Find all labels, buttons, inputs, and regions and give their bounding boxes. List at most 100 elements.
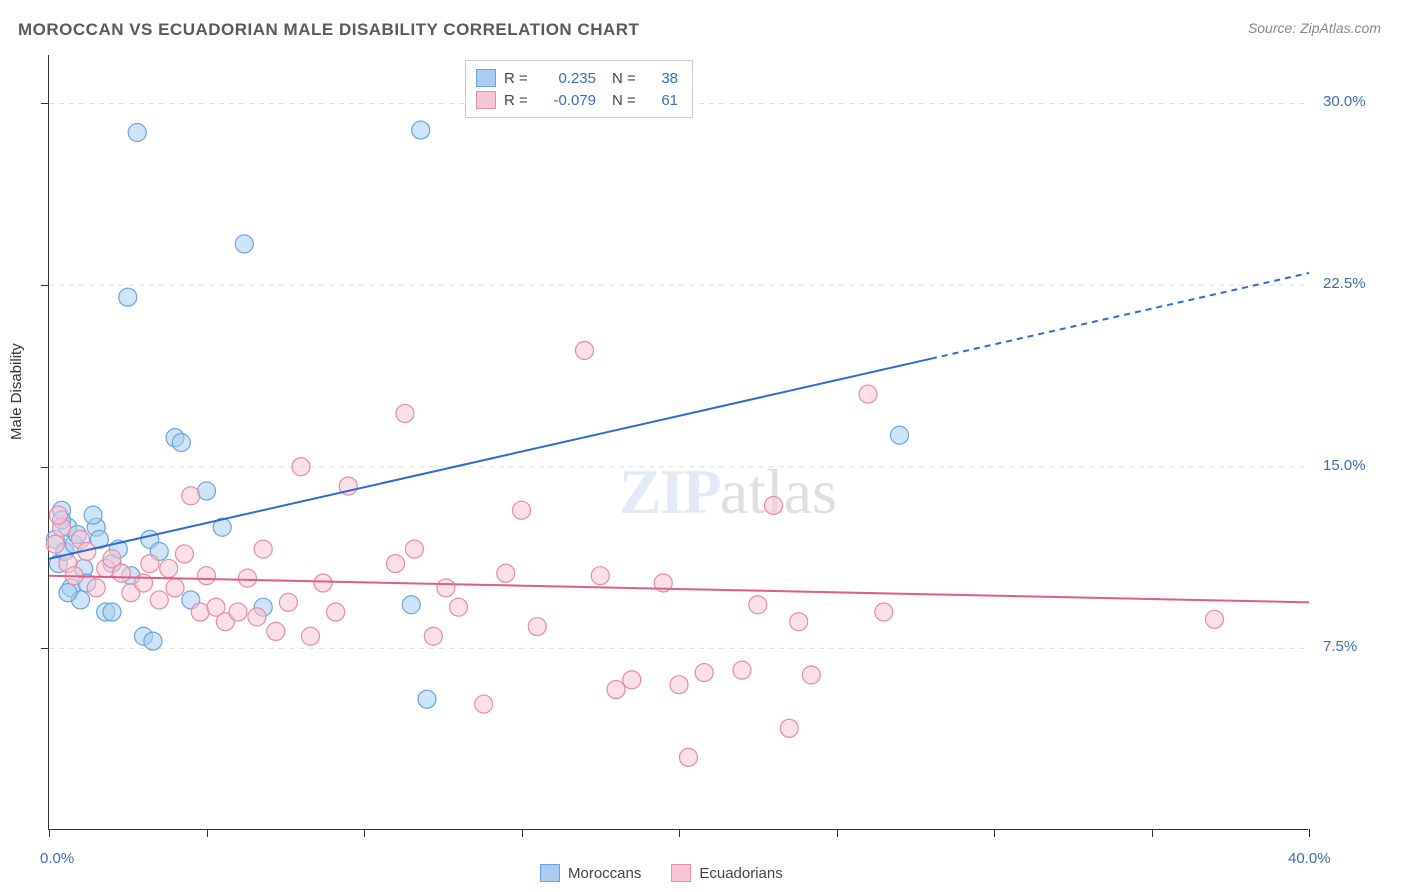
data-point xyxy=(875,603,893,621)
legend-label: Ecuadorians xyxy=(699,865,782,882)
legend-r-label: R = xyxy=(504,70,532,87)
x-tick xyxy=(994,829,995,837)
y-tick-label: 15.0% xyxy=(1323,457,1366,474)
data-point xyxy=(424,627,442,645)
x-axis-max-label: 40.0% xyxy=(1288,850,1331,867)
data-point xyxy=(144,632,162,650)
data-point xyxy=(790,613,808,631)
x-tick xyxy=(522,829,523,837)
legend-swatch xyxy=(476,91,496,109)
data-point xyxy=(160,559,178,577)
data-point xyxy=(607,681,625,699)
data-point xyxy=(166,579,184,597)
legend-label: Moroccans xyxy=(568,865,641,882)
data-point xyxy=(254,540,272,558)
legend-r-value: 0.235 xyxy=(540,70,596,87)
y-tick-label: 22.5% xyxy=(1323,275,1366,292)
data-point xyxy=(396,404,414,422)
data-point xyxy=(292,458,310,476)
data-point xyxy=(267,622,285,640)
trend-line-dashed xyxy=(931,273,1309,359)
data-point xyxy=(182,487,200,505)
data-point xyxy=(412,121,430,139)
data-point xyxy=(418,690,436,708)
y-tick-label: 7.5% xyxy=(1323,638,1357,655)
data-point xyxy=(802,666,820,684)
data-point xyxy=(450,598,468,616)
data-point xyxy=(112,564,130,582)
data-point xyxy=(475,695,493,713)
data-point xyxy=(238,569,256,587)
data-point xyxy=(387,555,405,573)
data-point xyxy=(84,506,102,524)
y-tick-label: 30.0% xyxy=(1323,93,1366,110)
data-point xyxy=(172,434,190,452)
legend-n-label: N = xyxy=(612,70,642,87)
legend-swatch xyxy=(540,864,560,882)
series-legend: Moroccans Ecuadorians xyxy=(540,864,783,882)
data-point xyxy=(248,608,266,626)
scatter-plot: ZIPatlas xyxy=(48,55,1308,830)
legend-item: Moroccans xyxy=(540,864,641,882)
data-point xyxy=(141,555,159,573)
y-tick xyxy=(41,467,49,468)
data-point xyxy=(780,719,798,737)
y-axis-label: Male Disability xyxy=(8,343,25,440)
x-tick xyxy=(207,829,208,837)
x-tick xyxy=(679,829,680,837)
x-tick xyxy=(364,829,365,837)
data-point xyxy=(679,748,697,766)
data-point xyxy=(623,671,641,689)
data-point xyxy=(103,603,121,621)
data-point xyxy=(59,584,77,602)
legend-r-value: -0.079 xyxy=(540,92,596,109)
y-tick xyxy=(41,285,49,286)
data-point xyxy=(150,591,168,609)
data-point xyxy=(513,501,531,519)
legend-row: R =-0.079N =61 xyxy=(476,89,678,111)
legend-item: Ecuadorians xyxy=(671,864,782,882)
legend-swatch xyxy=(671,864,691,882)
data-point xyxy=(528,618,546,636)
data-point xyxy=(327,603,345,621)
data-point xyxy=(198,567,216,585)
data-point xyxy=(1206,610,1224,628)
x-tick xyxy=(1309,829,1310,837)
legend-row: R = 0.235 N = 38 xyxy=(476,67,678,89)
data-point xyxy=(891,426,909,444)
data-point xyxy=(576,341,594,359)
data-point xyxy=(859,385,877,403)
data-point xyxy=(301,627,319,645)
data-point xyxy=(405,540,423,558)
data-point xyxy=(314,574,332,592)
data-point xyxy=(46,535,64,553)
data-point xyxy=(235,235,253,253)
data-point xyxy=(670,676,688,694)
data-point xyxy=(733,661,751,679)
y-tick xyxy=(41,648,49,649)
correlation-legend: R =0.235N =38R =-0.079N =61 xyxy=(465,60,693,118)
data-point xyxy=(765,496,783,514)
data-point xyxy=(229,603,247,621)
trend-line xyxy=(49,359,931,559)
data-point xyxy=(695,664,713,682)
legend-r-label: R = xyxy=(504,92,532,109)
data-point xyxy=(279,593,297,611)
data-point xyxy=(49,506,67,524)
legend-n-label: N = xyxy=(612,92,642,109)
legend-swatch xyxy=(476,69,496,87)
data-point xyxy=(591,567,609,585)
trend-line xyxy=(49,576,1309,603)
x-axis-min-label: 0.0% xyxy=(40,850,74,867)
data-point xyxy=(437,579,455,597)
data-point xyxy=(175,545,193,563)
data-point xyxy=(128,124,146,142)
data-point xyxy=(87,579,105,597)
data-layer xyxy=(49,55,1308,829)
data-point xyxy=(749,596,767,614)
data-point xyxy=(497,564,515,582)
x-tick xyxy=(1152,829,1153,837)
legend-n-value: 38 xyxy=(650,70,678,87)
data-point xyxy=(119,288,137,306)
x-tick xyxy=(49,829,50,837)
